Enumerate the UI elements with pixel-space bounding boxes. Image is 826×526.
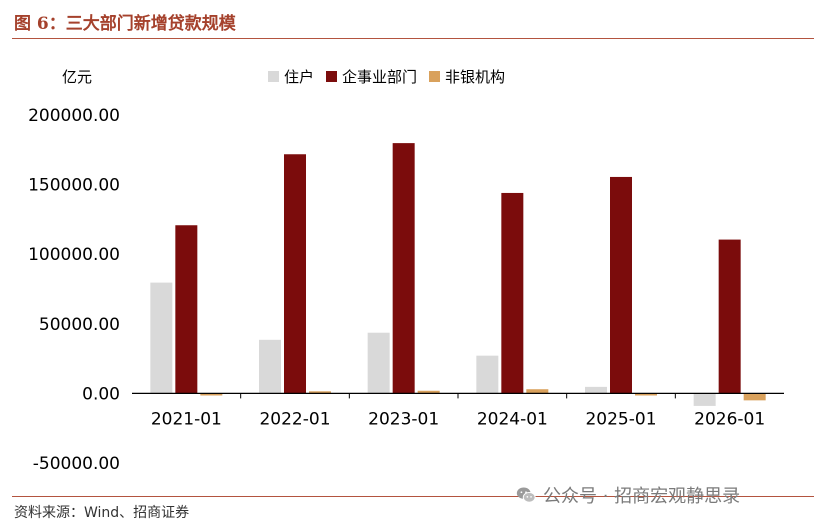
bar-nonbank-2022-01 bbox=[309, 391, 331, 394]
source-note: 资料来源：Wind、招商证券 bbox=[14, 505, 190, 521]
bar-household-2021-01 bbox=[150, 282, 173, 394]
bar-enterprise-2026-01 bbox=[718, 239, 741, 394]
x-tick-label: 2021-01 bbox=[151, 409, 222, 429]
bar-enterprise-2024-01 bbox=[501, 192, 524, 394]
y-tick-label: 200000.00 bbox=[28, 106, 120, 126]
bar-nonbank-2021-01 bbox=[200, 393, 223, 396]
y-tick-label: 150000.00 bbox=[28, 176, 120, 196]
bar-nonbank-2025-01 bbox=[635, 393, 657, 396]
x-tick-label: 2024-01 bbox=[477, 409, 548, 429]
legend-swatch-nonbank bbox=[429, 71, 441, 82]
legend-label-enterprise: 企事业部门 bbox=[342, 68, 418, 86]
bar-nonbank-2026-01 bbox=[743, 393, 766, 401]
watermark: 公众号 · 招商宏观静思录 bbox=[515, 482, 740, 508]
bar-enterprise-2022-01 bbox=[284, 154, 306, 394]
y-tick-label: 50000.00 bbox=[39, 315, 120, 335]
bar-nonbank-2024-01 bbox=[526, 389, 549, 394]
y-tick-label: 100000.00 bbox=[28, 245, 120, 265]
bar-enterprise-2025-01 bbox=[610, 176, 632, 394]
bar-enterprise-2023-01 bbox=[392, 143, 415, 394]
y-tick-label: -50000.00 bbox=[33, 454, 120, 474]
legend-swatch-enterprise bbox=[326, 71, 338, 82]
y-tick-label: 0.00 bbox=[82, 384, 120, 404]
bar-household-2026-01 bbox=[693, 393, 716, 406]
bar-nonbank-2023-01 bbox=[417, 390, 440, 394]
legend-swatch-household bbox=[268, 71, 279, 82]
legend-item-household: 住户 bbox=[268, 66, 314, 87]
bar-household-2025-01 bbox=[585, 386, 607, 394]
bar-household-2023-01 bbox=[367, 332, 390, 394]
bar-household-2024-01 bbox=[476, 355, 499, 394]
legend-label-nonbank: 非银机构 bbox=[445, 68, 506, 86]
legend-item-nonbank: 非银机构 bbox=[429, 66, 505, 87]
wechat-icon bbox=[516, 487, 536, 503]
x-tick-label: 2022-01 bbox=[259, 409, 330, 429]
x-tick-label: 2023-01 bbox=[368, 409, 439, 429]
legend: 住户 企事业部门 非银机构 bbox=[268, 66, 517, 87]
bar-enterprise-2021-01 bbox=[175, 225, 198, 394]
chart-title: 图 6：三大部门新增贷款规模 bbox=[14, 14, 236, 34]
legend-item-enterprise: 企事业部门 bbox=[326, 66, 417, 87]
title-divider bbox=[12, 38, 814, 39]
x-tick-label: 2025-01 bbox=[585, 409, 656, 429]
footer-divider bbox=[12, 496, 814, 497]
legend-label-household: 住户 bbox=[284, 68, 315, 86]
bar-household-2022-01 bbox=[259, 339, 281, 394]
watermark-text: 公众号 · 招商宏观静思录 bbox=[543, 486, 741, 507]
x-tick-label: 2026-01 bbox=[694, 409, 765, 429]
y-axis-unit: 亿元 bbox=[62, 68, 93, 86]
